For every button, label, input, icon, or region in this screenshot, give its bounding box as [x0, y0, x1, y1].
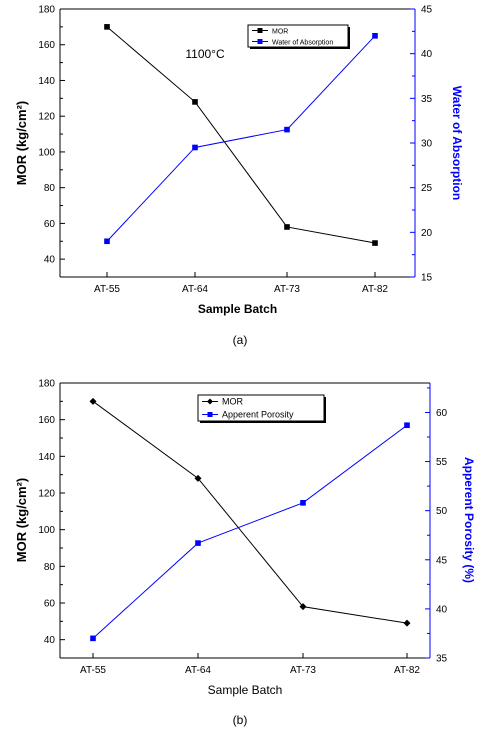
- x-tick-label: AT-82: [394, 665, 420, 676]
- y-axis-title-right: Water of Absorption: [450, 86, 464, 200]
- x-tick-label: AT-64: [185, 665, 211, 676]
- legend-marker: [207, 412, 213, 417]
- data-point: [404, 422, 410, 429]
- data-point: [104, 24, 110, 30]
- x-tick-label: AT-55: [80, 665, 106, 676]
- data-point: [192, 99, 198, 105]
- temperature-annotation: 1100°C: [185, 47, 225, 61]
- legend: MOR Water of Absorption: [247, 24, 350, 49]
- left-tick-label: 80: [44, 183, 56, 194]
- data-point: [90, 635, 96, 642]
- figure-caption: (a): [233, 333, 248, 347]
- right-tick-label: 40: [421, 49, 433, 60]
- legend-box: [197, 394, 325, 422]
- right-tick-label: 15: [421, 273, 433, 284]
- x-tick-label: AT-64: [182, 284, 208, 295]
- left-tick-label: 60: [44, 219, 56, 230]
- right-tick-label: 20: [421, 228, 433, 239]
- y-axis-title-left: MOR (kg/cm²): [14, 478, 29, 563]
- legend-marker: [207, 398, 213, 405]
- x-axis-title: Sample Batch: [208, 683, 283, 697]
- x-tick-label: AT-73: [290, 665, 316, 676]
- legend-label: Water of Absorption: [272, 40, 333, 47]
- series-line-2: [106, 35, 376, 242]
- left-tick-label: 120: [38, 489, 55, 500]
- data-point: [300, 500, 306, 506]
- right-tick-label: 45: [436, 555, 448, 566]
- data-point: [284, 126, 290, 133]
- right-tick-label: 50: [436, 506, 448, 517]
- right-tick-label: 60: [436, 408, 448, 419]
- legend-marker: [257, 28, 263, 33]
- right-tick-label: 35: [436, 654, 448, 665]
- right-tick-label: 45: [421, 5, 433, 16]
- x-tick-label: AT-73: [274, 284, 300, 295]
- x-axis-title: Sample Batch: [198, 302, 277, 316]
- data-point: [194, 474, 202, 482]
- x-tick-label: AT-82: [362, 284, 388, 295]
- left-tick-label: 140: [38, 76, 55, 87]
- left-tick-label: 100: [38, 525, 55, 536]
- right-tick-label: 25: [421, 183, 433, 194]
- legend-label: MOR: [222, 397, 243, 407]
- data-point: [284, 224, 290, 230]
- series-line-1: [106, 26, 376, 244]
- right-tick-label: 40: [436, 604, 448, 615]
- legend-box: [247, 24, 349, 48]
- left-tick-label: 40: [44, 635, 56, 646]
- figure-caption: (b): [233, 713, 248, 727]
- legend-marker: [257, 39, 263, 44]
- data-point: [104, 238, 110, 245]
- left-tick-label: 120: [38, 112, 55, 123]
- left-tick-label: 60: [44, 599, 56, 610]
- series-line-2: [92, 424, 408, 639]
- right-tick-label: 55: [436, 457, 448, 468]
- chart-panel-a: 40 60 80 100 120 140 160 180 15 20 25 30 35 40 45 AT-55…: [14, 5, 464, 348]
- data-point: [299, 603, 307, 611]
- left-tick-label: 80: [44, 562, 56, 573]
- right-tick-label: 35: [421, 94, 433, 105]
- left-tick-label: 160: [38, 40, 55, 51]
- left-tick-label: 180: [38, 379, 55, 390]
- data-point: [372, 240, 378, 246]
- left-tick-label: 160: [38, 415, 55, 426]
- y-axis-title-left: MOR (kg/cm²): [14, 101, 29, 186]
- legend: MOR Apperent Porosity: [197, 394, 326, 423]
- data-point: [403, 619, 411, 627]
- data-point: [192, 144, 198, 151]
- left-tick-label: 100: [38, 147, 55, 158]
- left-tick-label: 40: [44, 255, 56, 266]
- series-line-1: [92, 400, 408, 624]
- legend-label: MOR: [272, 29, 288, 36]
- left-tick-label: 140: [38, 452, 55, 463]
- data-point: [195, 540, 201, 546]
- data-point: [89, 397, 97, 405]
- data-point: [372, 33, 378, 39]
- y-axis-title-right: Apperent Porosity (%): [462, 457, 476, 583]
- x-tick-label: AT-55: [94, 284, 120, 295]
- legend-label: Apperent Porosity: [222, 410, 294, 420]
- chart-panel-b: 40 60 80 100 120 140 160 180 35 40 45 50 55 60 AT-55 AT…: [14, 379, 476, 728]
- left-tick-label: 180: [38, 5, 55, 16]
- right-tick-label: 30: [421, 139, 433, 150]
